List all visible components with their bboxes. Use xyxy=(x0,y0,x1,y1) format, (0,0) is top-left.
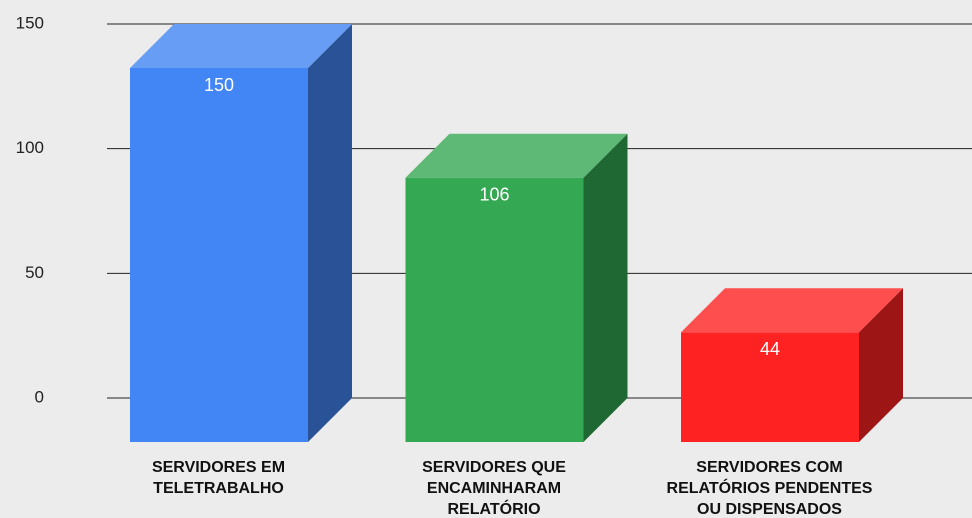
value-label: 44 xyxy=(760,339,780,359)
bar-front xyxy=(130,68,308,442)
x-tick-label: SERVIDORES COM RELATÓRIOS PENDENTES OU DIS… xyxy=(667,459,873,518)
bar-side xyxy=(583,133,628,442)
value-label: 150 xyxy=(204,75,234,95)
y-tick-label: 150 xyxy=(16,13,44,32)
y-tick-label: 100 xyxy=(16,138,44,157)
bar-side xyxy=(859,288,903,442)
y-tick-label: 0 xyxy=(35,387,44,406)
bar-top xyxy=(405,133,628,178)
y-tick-label: 50 xyxy=(25,263,44,282)
x-tick-label: SERVIDORES QUE ENCAMINHARAM RELATÓRIO xyxy=(422,459,566,518)
bar-top xyxy=(130,24,352,68)
bar-side xyxy=(308,24,352,442)
bar-front xyxy=(405,177,584,442)
bar-front xyxy=(681,332,859,442)
x-tick-label: SERVIDORES EM TELETRABALHO xyxy=(152,459,285,497)
value-label: 106 xyxy=(479,184,509,204)
bar-top xyxy=(681,288,903,333)
